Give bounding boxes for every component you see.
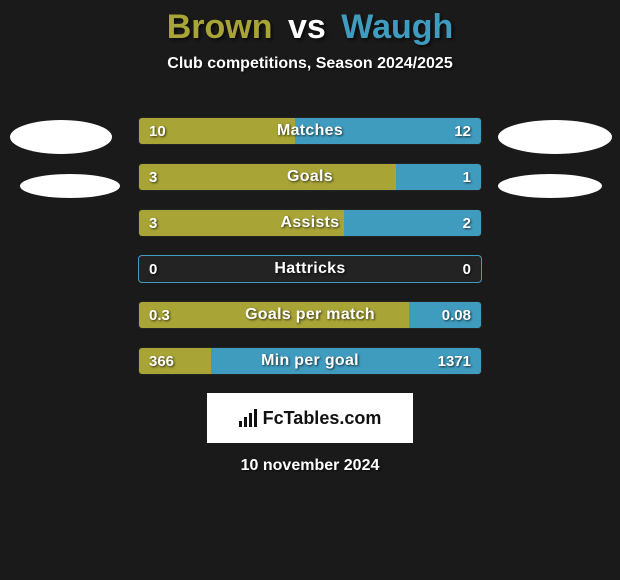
stat-value-right: 0: [453, 256, 481, 282]
stat-value-right: 1: [453, 164, 481, 190]
subtitle: Club competitions, Season 2024/2025: [0, 55, 620, 73]
stat-value-left: 0: [139, 256, 167, 282]
stat-row: Assists3 2: [138, 209, 482, 237]
stat-value-left: 3: [139, 210, 167, 236]
stat-value-right: 12: [444, 118, 481, 144]
avatar-right-head: [498, 120, 612, 154]
stat-value-left: 3: [139, 164, 167, 190]
stat-value-left: 0.3: [139, 302, 180, 328]
title-vs: vs: [288, 8, 326, 46]
stat-row: Matches10 12: [138, 117, 482, 145]
stat-label: Goals: [139, 164, 481, 190]
avatar-left-body: [20, 174, 120, 198]
barchart-icon: [239, 409, 257, 427]
stat-value-left: 10: [139, 118, 176, 144]
stat-row: Goals per match0.3 0.08: [138, 301, 482, 329]
stat-label: Assists: [139, 210, 481, 236]
player-right-name: Waugh: [341, 8, 453, 46]
page-title: Brown vs Waugh: [0, 0, 620, 47]
brand-text: FcTables.com: [263, 408, 382, 429]
stat-row: Goals3 1: [138, 163, 482, 191]
stats-container: Matches1012Goals31Assists32Hattricks00Go…: [138, 117, 482, 375]
stat-value-left: 366: [139, 348, 184, 374]
stat-row: Hattricks0 0: [138, 255, 482, 283]
stat-value-right: 0.08: [432, 302, 481, 328]
player-left-name: Brown: [167, 8, 273, 46]
stat-label: Matches: [139, 118, 481, 144]
avatar-left-head: [10, 120, 112, 154]
stat-row: Min per goal3661371: [138, 347, 482, 375]
stat-value-right: 1371: [428, 348, 481, 374]
avatar-right-body: [498, 174, 602, 198]
date-text: 10 november 2024: [0, 457, 620, 475]
comparison-infographic: Brown vs Waugh Club competitions, Season…: [0, 0, 620, 580]
stat-value-right: 2: [453, 210, 481, 236]
brand-badge: FcTables.com: [207, 393, 413, 443]
stat-label: Hattricks: [139, 256, 481, 282]
stat-label: Goals per match: [139, 302, 481, 328]
